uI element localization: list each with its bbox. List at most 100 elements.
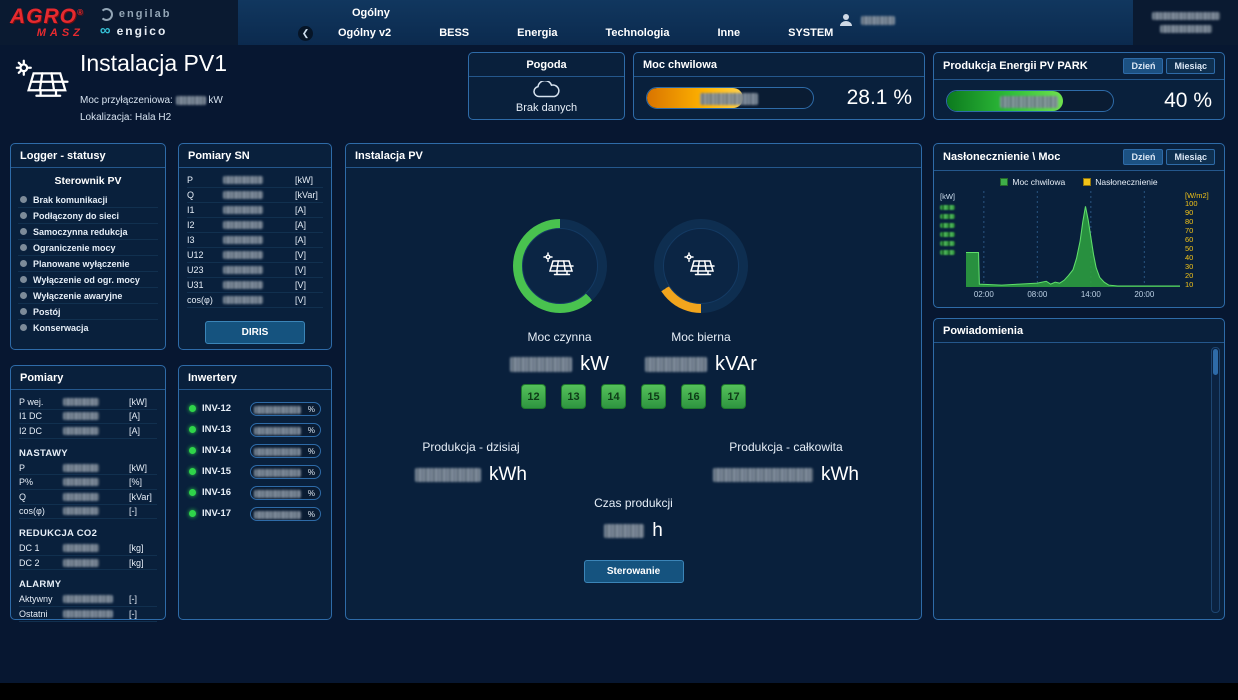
status-dot	[20, 244, 27, 251]
y-tick: 90	[1185, 208, 1194, 218]
inverter-tile-13[interactable]: 13	[561, 384, 586, 409]
redacted-tick	[940, 223, 955, 228]
redacted-value	[223, 236, 263, 244]
notifications-body	[934, 343, 1224, 617]
redacted-value	[700, 93, 759, 105]
inverter-load-bar: %	[250, 464, 321, 479]
redacted-value	[63, 558, 99, 567]
section-redukcja-co2: REDUKCJA CO2	[19, 528, 98, 540]
inverter-list: INV-12% INV-13% INV-14% INV-15% INV-16% …	[179, 390, 331, 532]
inverter-ok-dot	[189, 510, 196, 517]
notifications-title: Powiadomienia	[934, 319, 1224, 343]
redacted-value	[63, 463, 99, 472]
redacted-value	[254, 405, 301, 414]
measure-row: I2 DC [A]	[19, 424, 157, 439]
sn-row: P [kW]	[187, 173, 323, 188]
chart-month-button[interactable]: Miesiąc	[1166, 149, 1215, 165]
instant-power-value: 28.1 %	[846, 86, 912, 109]
reactive-power-value: kVAr	[645, 353, 757, 376]
inverter-tile-12[interactable]: 12	[521, 384, 546, 409]
inverter-ok-dot	[189, 405, 196, 412]
redacted-value	[223, 296, 263, 304]
sn-row: I1 [A]	[187, 203, 323, 218]
user-menu[interactable]	[838, 12, 895, 28]
active-power-label: Moc czynna	[527, 330, 592, 344]
control-button[interactable]: Sterowanie	[583, 560, 684, 583]
inverter-tile-16[interactable]: 16	[681, 384, 706, 409]
inverter-load-bar: %	[250, 443, 321, 458]
status-dot	[20, 308, 27, 315]
production-month-button[interactable]: Miesiąc	[1166, 58, 1215, 74]
production-today: Produkcja - dzisiaj kWh	[381, 440, 561, 486]
inverter-tile-17[interactable]: 17	[721, 384, 746, 409]
redacted-value	[63, 609, 113, 618]
inverter-ok-dot	[189, 426, 196, 433]
scrollbar-thumb[interactable]	[1213, 349, 1218, 375]
tab-technologia[interactable]: Technologia	[605, 27, 670, 39]
y-tick: 30	[1185, 262, 1194, 272]
y-tick: 70	[1185, 226, 1194, 236]
collapse-nav-button[interactable]: ❮	[298, 26, 313, 41]
tab-bess[interactable]: BESS	[439, 27, 470, 39]
redacted-tick	[940, 205, 955, 210]
tab-system[interactable]: SYSTEM	[788, 27, 834, 39]
y-tick: 10	[1185, 280, 1194, 290]
inverter-tile-15[interactable]: 15	[641, 384, 666, 409]
redacted-value	[254, 510, 301, 519]
redacted-value	[63, 543, 99, 552]
topright-info-box	[1133, 0, 1238, 45]
inverter-tile-14[interactable]: 14	[601, 384, 626, 409]
y-tick: 20	[1185, 271, 1194, 281]
brand-area: AGRO® MASZ engilab ∞ engico	[0, 0, 238, 45]
pv-production-title: Produkcja Energii PV PARK	[943, 60, 1088, 72]
redacted-value	[254, 489, 301, 498]
tab-inne[interactable]: Inne	[717, 27, 741, 39]
inverter-ok-dot	[189, 468, 196, 475]
chart-y-left: [kW]	[940, 191, 966, 289]
y-tick: 80	[1185, 217, 1194, 227]
redacted-value	[63, 412, 99, 421]
active-power-gauge	[512, 219, 607, 313]
bottom-bar	[0, 683, 1238, 700]
redacted-value	[254, 426, 301, 435]
inverter-load-bar: %	[250, 506, 321, 521]
tab-ogolny-v2[interactable]: Ogólny v2	[338, 27, 392, 39]
inverter-load-bar: %	[250, 422, 321, 437]
page-title: Instalacja PV1	[80, 50, 228, 76]
redacted-tick	[940, 250, 955, 255]
sn-table: P [kW] Q [kVar] I1 [A] I2 [A] I3 [A] U12 [V] U…	[179, 168, 331, 349]
chart-x-labels: 02:00 08:00 14:00 20:00	[966, 290, 1180, 302]
redacted-value	[175, 95, 206, 105]
measure-row: Aktywny [-]	[19, 592, 157, 607]
redacted-value	[1159, 25, 1212, 33]
measure-row: P wej. [kW]	[19, 395, 157, 410]
tab-ogolny[interactable]: Ogólny	[352, 7, 390, 19]
chart-day-button[interactable]: Dzień	[1123, 149, 1164, 165]
inverter-ok-dot	[189, 489, 196, 496]
status-row: Wyłączenie awaryjne	[18, 287, 158, 303]
measure-row: cos(φ) [-]	[19, 505, 157, 520]
legend-irradiance: Nasłonecznienie	[1083, 177, 1158, 187]
notifications-scrollbar[interactable]	[1211, 347, 1220, 613]
agro-text: AGRO®	[10, 5, 84, 28]
status-dot	[20, 228, 27, 235]
pv-production-value: 40 %	[1164, 89, 1212, 112]
diris-button[interactable]: DIRIS	[205, 321, 305, 344]
pv-production-gauge	[946, 90, 1114, 112]
instant-power-panel: Moc chwilowa 28.1 %	[633, 52, 925, 120]
sn-row: U31 [V]	[187, 278, 323, 293]
status-dot	[20, 260, 27, 267]
engico-logo: ∞ engico	[99, 21, 168, 39]
tab-energia[interactable]: Energia	[517, 27, 558, 39]
chevron-left-icon: ❮	[301, 28, 310, 38]
status-row: Postój	[18, 303, 158, 319]
infinity-icon: ∞	[99, 21, 111, 39]
inverter-row: INV-12%	[189, 398, 321, 419]
redacted-value	[223, 281, 263, 289]
sn-row: I3 [A]	[187, 233, 323, 248]
production-day-button[interactable]: Dzień	[1123, 58, 1164, 74]
irradiance-panel-title: Nasłonecznienie \ Moc	[943, 151, 1061, 163]
redacted-value	[223, 206, 263, 214]
y-tick: 40	[1185, 253, 1194, 263]
